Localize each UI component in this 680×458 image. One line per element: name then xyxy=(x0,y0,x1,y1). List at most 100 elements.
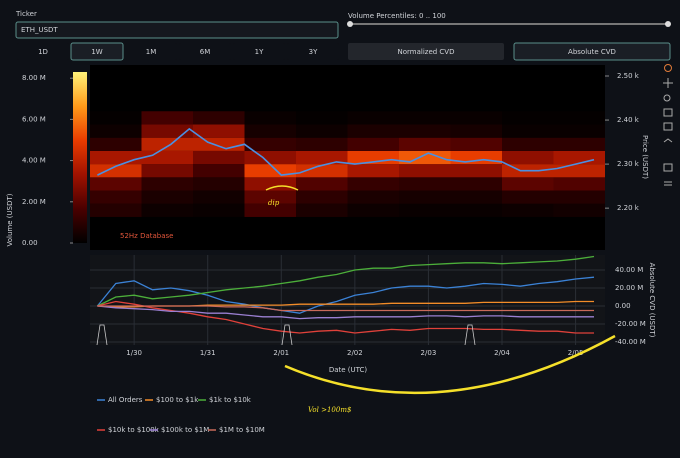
toolbar-icon[interactable] xyxy=(664,181,672,186)
y-tick-label: 2.40 k xyxy=(617,116,640,124)
toolbar-icon[interactable] xyxy=(663,78,673,88)
range-button[interactable] xyxy=(179,43,231,60)
toolbar-icon[interactable] xyxy=(663,138,673,143)
heatmap-cell xyxy=(450,150,502,165)
heatmap-cell xyxy=(399,164,451,178)
marker xyxy=(281,324,293,346)
range-button[interactable] xyxy=(70,42,124,61)
heatmap-cell xyxy=(90,150,142,165)
heatmap-cell xyxy=(244,124,296,138)
heatmap-cell xyxy=(244,137,296,151)
heatmap-cell xyxy=(450,111,502,125)
x-tick-label: 2/01 xyxy=(273,349,289,357)
y-tick-label: 2.30 k xyxy=(617,160,640,168)
cvd-mode-label[interactable]: Absolute CVD xyxy=(568,48,616,56)
legend-label[interactable]: All Orders xyxy=(108,396,143,404)
toolbar-icon[interactable] xyxy=(664,64,672,72)
range-label[interactable]: 1D xyxy=(38,48,48,56)
cvd-mode-button[interactable] xyxy=(513,42,671,61)
x-tick-label: 2/05 xyxy=(568,349,584,357)
heatmap-cell xyxy=(502,190,554,204)
cvd-mode-label[interactable]: Normalized CVD xyxy=(398,48,455,56)
slider-handle[interactable] xyxy=(347,21,353,27)
range-button[interactable] xyxy=(287,43,339,60)
ticker-input[interactable] xyxy=(15,21,339,39)
heatmap-cell xyxy=(450,137,502,151)
heatmap-cell xyxy=(90,137,142,151)
cvd-line xyxy=(96,276,595,314)
toolbar-icon[interactable] xyxy=(663,108,673,117)
range-label[interactable]: 1Y xyxy=(255,48,264,56)
heatmap-cell xyxy=(244,150,296,165)
heatmap-cell xyxy=(399,124,451,138)
heatmap-cell xyxy=(399,190,451,204)
legend-label[interactable]: $1M to $10M xyxy=(219,426,265,434)
heatmap-cell xyxy=(502,177,554,191)
legend-label[interactable]: $100k to $1M xyxy=(161,426,209,434)
annotation: Vol >100m$ xyxy=(308,406,352,414)
heatmap-cell xyxy=(450,177,502,191)
heatmap-cell xyxy=(244,111,296,125)
heatmap-cell xyxy=(90,124,142,138)
slider-handle[interactable] xyxy=(665,21,671,27)
toolbar-icon[interactable] xyxy=(663,94,671,102)
cvd-mode-button[interactable] xyxy=(348,43,504,60)
toolbar xyxy=(663,64,673,186)
legend-label[interactable]: $10k to $100k xyxy=(108,426,160,434)
range-label[interactable]: 3Y xyxy=(309,48,318,56)
colorbar xyxy=(73,72,87,243)
heatmap-cell xyxy=(193,164,245,178)
heatmap-cell xyxy=(193,111,245,125)
legend-label[interactable]: $100 to $1k xyxy=(156,396,199,404)
heatmap-cell xyxy=(450,124,502,138)
cvd-line xyxy=(97,255,595,307)
annotation-arc xyxy=(265,185,299,191)
heatmap-cell xyxy=(296,137,348,151)
range-button[interactable] xyxy=(125,43,177,60)
range-button[interactable] xyxy=(233,43,285,60)
heatmap-cell xyxy=(553,124,605,138)
heatmap-cell xyxy=(502,203,554,217)
heatmap-cell xyxy=(244,164,296,178)
heatmap-cell xyxy=(141,190,193,204)
heatmap-cell xyxy=(347,177,399,191)
heatmap-cell xyxy=(347,124,399,138)
annotation-arc xyxy=(284,334,616,395)
heatmap-cell xyxy=(553,177,605,191)
ticker-value[interactable]: ETH_USDT xyxy=(21,26,58,34)
heatmap-cell xyxy=(193,177,245,191)
y-axis-title: Absolute CVD (USDT) xyxy=(648,263,656,338)
toolbar-icon[interactable] xyxy=(663,122,673,131)
range-label[interactable]: 1M xyxy=(146,48,157,56)
heatmap-cell xyxy=(502,124,554,138)
heatmap-cell xyxy=(141,111,193,125)
range-button[interactable] xyxy=(17,43,69,60)
annotation: dip xyxy=(268,199,280,207)
toolbar-icon[interactable] xyxy=(663,163,673,172)
heatmap-cell xyxy=(450,203,502,217)
heatmap-cell xyxy=(193,190,245,204)
heatmap-cell xyxy=(141,164,193,178)
colorbar-tick-label: 8.00 M xyxy=(22,74,46,82)
heatmap-cell xyxy=(141,124,193,138)
legend-label[interactable]: $1k to $10k xyxy=(209,396,252,404)
heatmap-cell xyxy=(141,137,193,151)
heatmap-cell xyxy=(347,203,399,217)
heatmap-cell xyxy=(399,137,451,151)
heatmap-cell xyxy=(244,203,296,217)
watermark: 52Hz Database xyxy=(120,232,173,240)
heatmap-cell xyxy=(141,150,193,165)
heatmap-cell xyxy=(450,164,502,178)
heatmap-cell xyxy=(296,124,348,138)
colorbar-title: Volume (USDT) xyxy=(6,193,14,246)
colorbar-tick-label: 2.00 M xyxy=(22,198,46,206)
range-label[interactable]: 6M xyxy=(200,48,211,56)
x-axis-title: Date (UTC) xyxy=(329,366,368,374)
range-label[interactable]: 1W xyxy=(91,48,102,56)
heatmap-cell xyxy=(347,190,399,204)
heatmap-cell xyxy=(553,150,605,165)
heatmap-cell xyxy=(502,111,554,125)
y-axis-title: Price (USDT) xyxy=(641,135,649,179)
